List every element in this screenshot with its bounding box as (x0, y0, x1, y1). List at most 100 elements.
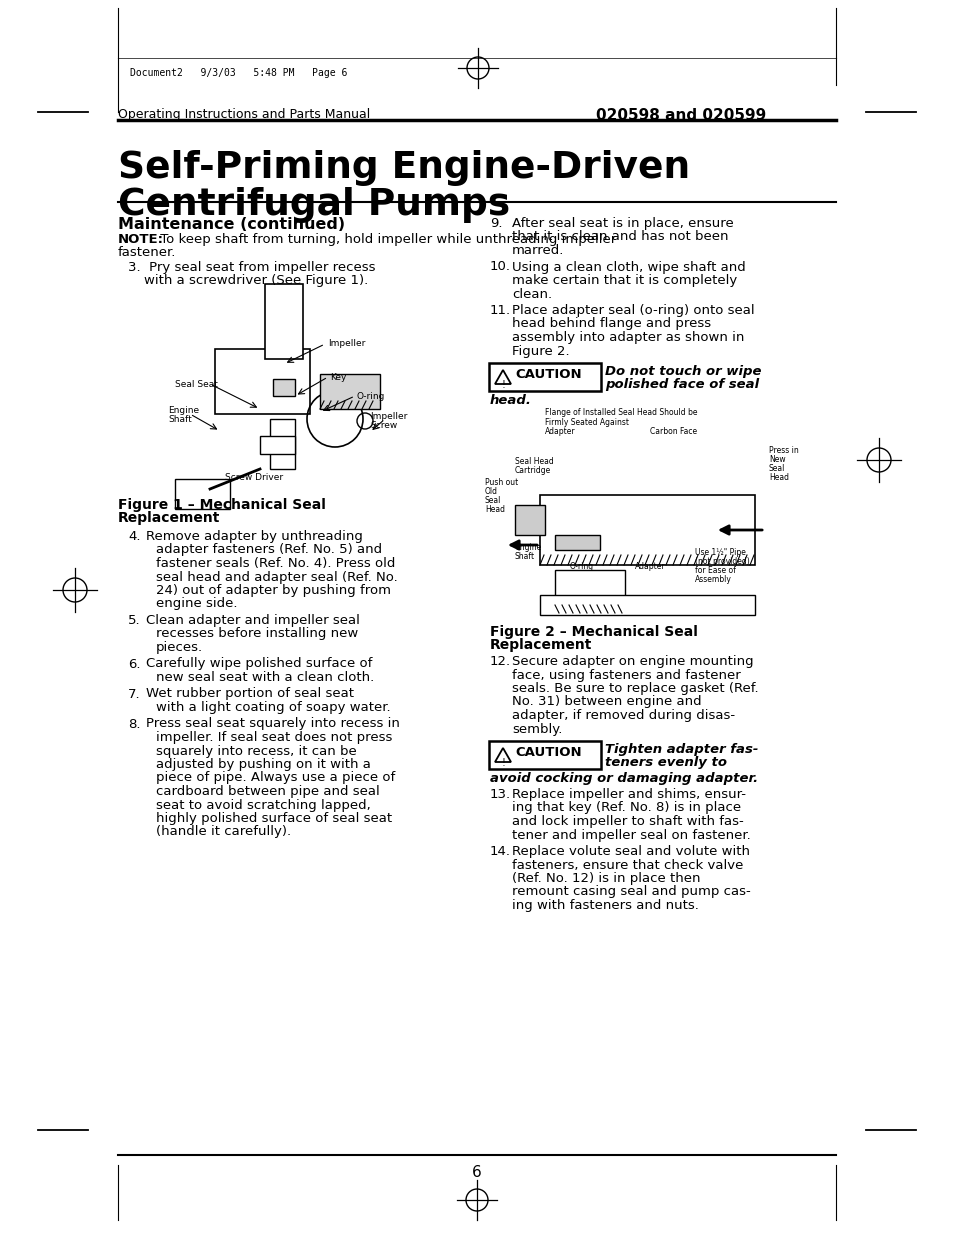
Text: (Ref. No. 12) is in place then: (Ref. No. 12) is in place then (512, 872, 700, 885)
Text: Figure 2 – Mechanical Seal: Figure 2 – Mechanical Seal (490, 625, 698, 638)
Text: Seal: Seal (768, 464, 784, 473)
Text: avoid cocking or damaging adapter.: avoid cocking or damaging adapter. (490, 772, 758, 785)
Text: engine side.: engine side. (156, 598, 237, 610)
Text: Wet rubber portion of seal seat: Wet rubber portion of seal seat (146, 688, 354, 700)
Bar (539, 495, 754, 564)
Text: 5.: 5. (128, 614, 140, 627)
Text: fastener.: fastener. (118, 246, 176, 259)
Text: cardboard between pipe and seal: cardboard between pipe and seal (156, 785, 379, 798)
Text: Shaft: Shaft (515, 552, 535, 561)
Bar (555, 571, 624, 605)
Text: 6.: 6. (128, 657, 140, 671)
Text: and lock impeller to shaft with fas-: and lock impeller to shaft with fas- (512, 815, 743, 827)
Text: Screw: Screw (370, 421, 396, 430)
Text: Firmly Seated Against: Firmly Seated Against (544, 417, 628, 427)
Text: Tighten adapter fas-: Tighten adapter fas- (604, 743, 758, 756)
Text: Screw Driver: Screw Driver (225, 473, 283, 482)
Text: Engine: Engine (515, 543, 540, 552)
Text: 7.: 7. (128, 688, 140, 700)
Text: 4.: 4. (128, 530, 140, 543)
Text: marred.: marred. (512, 245, 564, 257)
Text: polished face of seal: polished face of seal (604, 378, 759, 391)
Text: (not provided): (not provided) (695, 557, 749, 566)
Text: Seal: Seal (484, 496, 501, 505)
Text: sembly.: sembly. (512, 722, 561, 736)
Text: tener and impeller seal on fastener.: tener and impeller seal on fastener. (512, 829, 750, 841)
Text: Replace impeller and shims, ensur-: Replace impeller and shims, ensur- (512, 788, 745, 802)
Text: that it is clean and has not been: that it is clean and has not been (512, 231, 728, 243)
Text: for Ease of: for Ease of (695, 566, 735, 576)
Text: !: ! (500, 380, 504, 390)
Text: Clean adapter and impeller seal: Clean adapter and impeller seal (146, 614, 359, 627)
Text: Press seal seat squarely into recess in: Press seal seat squarely into recess in (146, 718, 399, 730)
Text: Adapter: Adapter (544, 427, 575, 436)
Text: Document2   9/3/03   5:48 PM   Page 6: Document2 9/3/03 5:48 PM Page 6 (130, 68, 347, 78)
FancyBboxPatch shape (489, 363, 600, 391)
Text: fastener seals (Ref. No. 4). Press old: fastener seals (Ref. No. 4). Press old (156, 557, 395, 571)
Text: Head: Head (768, 473, 788, 482)
Text: seal head and adapter seal (Ref. No.: seal head and adapter seal (Ref. No. (156, 571, 397, 583)
Bar (539, 595, 754, 615)
Text: !: ! (500, 758, 504, 768)
Bar (515, 505, 544, 535)
Text: Operating Instructions and Parts Manual: Operating Instructions and Parts Manual (118, 107, 370, 121)
Text: (handle it carefully).: (handle it carefully). (156, 825, 291, 839)
Text: remount casing seal and pump cas-: remount casing seal and pump cas- (512, 885, 750, 899)
FancyBboxPatch shape (489, 741, 600, 769)
Text: recesses before installing new: recesses before installing new (156, 627, 358, 641)
Text: Do not touch or wipe: Do not touch or wipe (604, 366, 760, 378)
Text: Replacement: Replacement (118, 511, 220, 525)
Text: To keep shaft from turning, hold impeller while unthreading impeller: To keep shaft from turning, hold impelle… (156, 233, 616, 246)
Text: NOTE:: NOTE: (118, 233, 164, 246)
Text: Head: Head (484, 505, 504, 514)
Text: Maintenance (continued): Maintenance (continued) (118, 217, 345, 232)
Text: Press in: Press in (768, 446, 798, 454)
Text: Old: Old (484, 487, 497, 496)
Text: Using a clean cloth, wipe shaft and: Using a clean cloth, wipe shaft and (512, 261, 745, 273)
Text: 020598 and 020599: 020598 and 020599 (596, 107, 765, 124)
Text: ing that key (Ref. No. 8) is in place: ing that key (Ref. No. 8) is in place (512, 802, 740, 815)
Text: clean.: clean. (512, 288, 552, 300)
Text: O-ring: O-ring (356, 391, 385, 401)
Text: with a screwdriver (See Figure 1).: with a screwdriver (See Figure 1). (144, 274, 368, 287)
Text: Seal Head: Seal Head (515, 457, 553, 466)
Text: pieces.: pieces. (156, 641, 203, 655)
Text: 8.: 8. (128, 718, 140, 730)
Text: adapter, if removed during disas-: adapter, if removed during disas- (512, 709, 735, 722)
Text: Remove adapter by unthreading: Remove adapter by unthreading (146, 530, 362, 543)
Text: Impeller: Impeller (328, 338, 365, 348)
Text: Carbon Face: Carbon Face (649, 427, 697, 436)
Text: adjusted by pushing on it with a: adjusted by pushing on it with a (156, 758, 371, 771)
Text: with a light coating of soapy water.: with a light coating of soapy water. (156, 701, 390, 714)
Text: New: New (768, 454, 785, 464)
Text: Place adapter seal (o-ring) onto seal: Place adapter seal (o-ring) onto seal (512, 304, 754, 317)
Text: Carefully wipe polished surface of: Carefully wipe polished surface of (146, 657, 372, 671)
Text: 13.: 13. (490, 788, 511, 802)
Text: Replacement: Replacement (490, 638, 592, 652)
Text: CAUTION: CAUTION (515, 746, 581, 760)
Text: No. 31) between engine and: No. 31) between engine and (512, 695, 700, 709)
Text: ing with fasteners and nuts.: ing with fasteners and nuts. (512, 899, 699, 911)
Text: Push out: Push out (484, 478, 517, 487)
Text: Replace volute seal and volute with: Replace volute seal and volute with (512, 845, 749, 858)
Text: CAUTION: CAUTION (515, 368, 581, 382)
Text: head behind flange and press: head behind flange and press (512, 317, 710, 331)
Bar (214, 350, 310, 414)
Text: 6: 6 (472, 1165, 481, 1179)
Text: Self-Priming Engine-Driven: Self-Priming Engine-Driven (118, 149, 689, 186)
Text: Seal Seat: Seal Seat (174, 380, 217, 389)
Text: seals. Be sure to replace gasket (Ref.: seals. Be sure to replace gasket (Ref. (512, 682, 758, 695)
Text: assembly into adapter as shown in: assembly into adapter as shown in (512, 331, 743, 345)
Bar (319, 374, 379, 409)
Text: impeller. If seal seat does not press: impeller. If seal seat does not press (156, 731, 392, 743)
Text: 14.: 14. (490, 845, 511, 858)
Text: Centrifugal Pumps: Centrifugal Pumps (118, 186, 510, 224)
Text: 24) out of adapter by pushing from: 24) out of adapter by pushing from (156, 584, 391, 597)
Text: 12.: 12. (490, 655, 511, 668)
Bar (265, 284, 303, 359)
Text: 10.: 10. (490, 261, 511, 273)
Text: Cartridge: Cartridge (515, 466, 551, 475)
Text: Use 1½" Pipe: Use 1½" Pipe (695, 548, 745, 557)
Text: O-ring: O-ring (569, 562, 594, 571)
Text: highly polished surface of seal seat: highly polished surface of seal seat (156, 811, 392, 825)
